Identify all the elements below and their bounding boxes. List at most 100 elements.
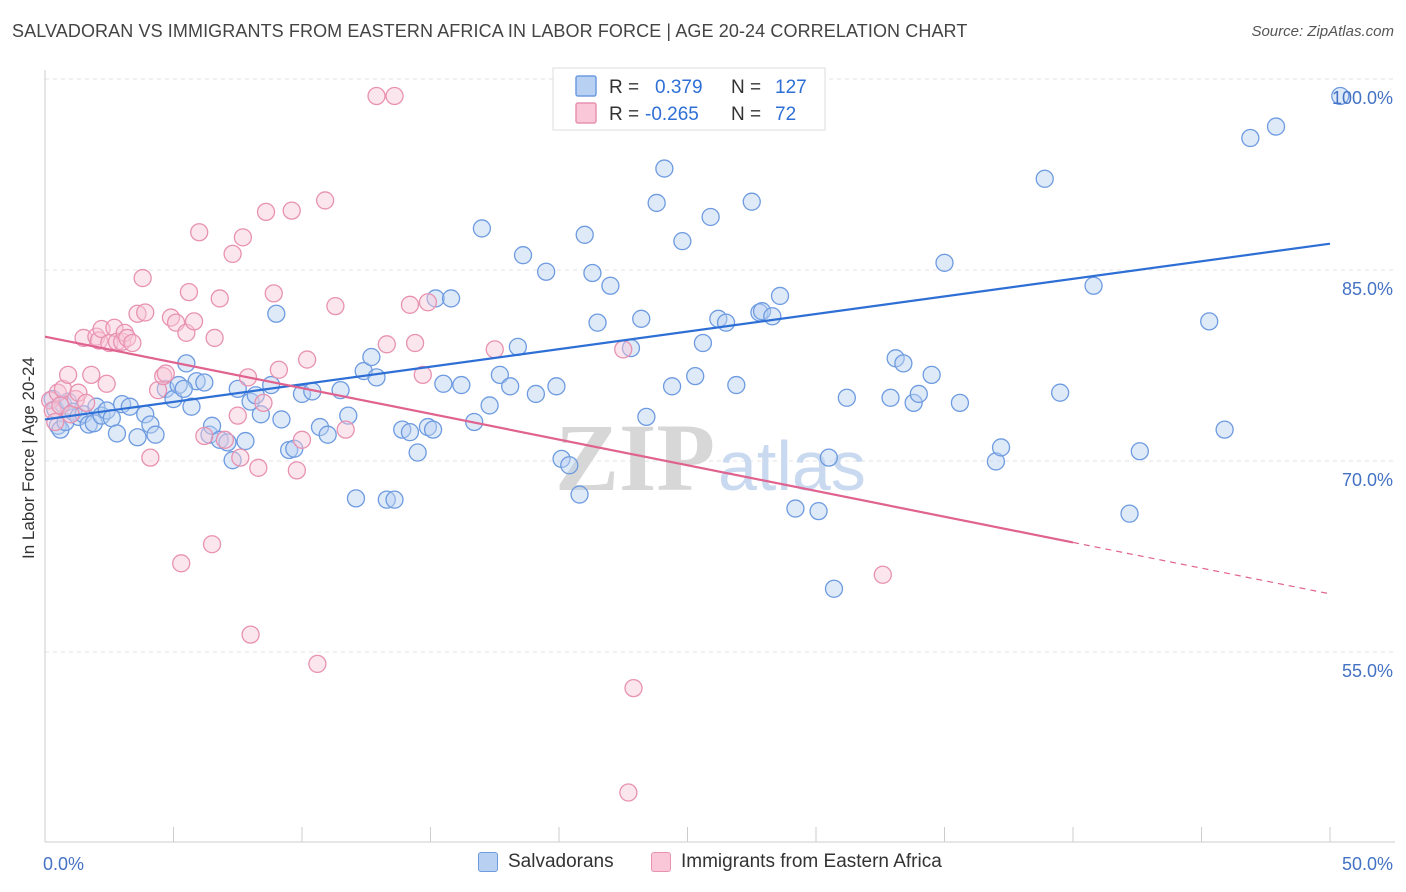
legend-n-value: 127 — [775, 77, 807, 98]
data-point — [1035, 169, 1054, 188]
data-point — [123, 333, 142, 353]
data-point — [434, 374, 453, 393]
data-point — [1051, 383, 1070, 402]
data-point — [58, 365, 78, 385]
legend-r-value: 0.379 — [655, 77, 703, 98]
data-point — [161, 308, 181, 327]
legend-swatch-salvadorans — [575, 75, 597, 97]
data-point — [210, 289, 229, 308]
x-tick-label: 0.0% — [43, 854, 84, 874]
data-point — [318, 425, 337, 444]
data-point — [786, 499, 805, 518]
data-point — [385, 490, 404, 509]
data-point — [202, 535, 222, 554]
data-point — [673, 232, 692, 251]
data-point — [405, 333, 425, 353]
y-tick-label: 100.0% — [1332, 88, 1393, 108]
data-point — [601, 276, 620, 295]
watermark: ZIP atlas — [555, 404, 866, 511]
data-point — [236, 431, 255, 451]
y-tick-label: 55.0% — [1342, 661, 1393, 681]
data-point — [141, 415, 160, 434]
data-point — [809, 501, 828, 521]
data-point — [97, 374, 116, 393]
source-note: Source: ZipAtlas.com — [1251, 23, 1394, 40]
data-point — [400, 295, 420, 314]
y-tick-label: 85.0% — [1342, 279, 1393, 299]
data-point — [367, 368, 386, 387]
data-point — [1130, 442, 1149, 461]
data-point — [326, 296, 345, 316]
data-point — [508, 337, 528, 356]
data-point — [82, 365, 101, 385]
data-point — [141, 448, 160, 467]
trend-line — [44, 335, 1074, 544]
data-point — [837, 388, 856, 407]
y-tick-label: 70.0% — [1342, 470, 1393, 490]
data-point — [231, 448, 250, 467]
series-eastern-africa — [40, 86, 892, 802]
data-point — [614, 340, 633, 359]
data-point — [310, 417, 330, 437]
data-point — [537, 262, 556, 281]
data-point — [367, 86, 386, 106]
legend-swatch-eastern-africa — [575, 102, 597, 124]
data-point — [251, 405, 271, 424]
y-tick-labels: 100.0% 85.0% 70.0% 55.0% — [1332, 88, 1393, 681]
data-point — [716, 313, 736, 332]
data-point — [655, 159, 674, 178]
trend-line — [44, 242, 1331, 421]
data-point — [662, 377, 682, 396]
data-point — [195, 373, 214, 392]
data-point — [215, 430, 235, 449]
data-point — [647, 193, 666, 213]
data-point — [824, 579, 844, 598]
data-point — [184, 312, 204, 331]
series-salvadorans — [43, 86, 1350, 598]
legend-r-value: -0.265 — [645, 104, 699, 125]
data-point — [570, 485, 589, 504]
data-point — [873, 565, 892, 584]
data-point — [346, 489, 366, 508]
data-point — [575, 225, 594, 244]
data-point — [686, 366, 705, 386]
x-tick-labels: 0.0% 50.0% — [43, 854, 1393, 874]
data-point — [1084, 276, 1103, 295]
data-point — [256, 202, 276, 222]
bottom-legend: Salvadorans Immigrants from Eastern Afri… — [0, 851, 1406, 879]
data-point — [480, 396, 499, 415]
data-point — [339, 406, 358, 425]
data-point — [179, 282, 199, 302]
data-point — [922, 365, 941, 385]
data-point — [991, 438, 1011, 457]
data-point — [1120, 504, 1139, 523]
bottom-legend-item-eastern-africa: Immigrants from Eastern Africa — [651, 851, 942, 873]
data-point — [408, 443, 427, 462]
data-point — [1200, 312, 1219, 331]
data-point — [241, 625, 260, 644]
data-point — [763, 307, 782, 326]
chart-title: SALVADORAN VS IMMIGRANTS FROM EASTERN AF… — [12, 21, 968, 41]
data-point — [107, 424, 127, 443]
data-point — [128, 304, 147, 323]
data-point — [742, 192, 761, 211]
data-point — [752, 302, 772, 321]
data-point — [292, 430, 312, 449]
data-point — [76, 393, 96, 413]
data-point — [727, 375, 746, 395]
bottom-legend-label: Immigrants from Eastern Africa — [681, 851, 942, 872]
data-point — [105, 318, 124, 337]
bottom-legend-swatch-salvadorans — [478, 852, 498, 872]
data-point — [336, 420, 355, 439]
stats-legend: R = 0.379 N = 127 R = -0.265 N = 72 — [552, 67, 826, 131]
data-point — [423, 420, 443, 439]
data-point — [1331, 86, 1350, 106]
data-point — [269, 360, 289, 379]
bottom-legend-item-salvadorans: Salvadorans — [478, 851, 614, 873]
data-point — [881, 388, 900, 407]
data-point — [308, 654, 327, 674]
data-point — [282, 201, 301, 220]
watermark-zip: ZIP — [555, 404, 715, 511]
data-point — [249, 458, 268, 477]
data-point — [118, 328, 137, 348]
